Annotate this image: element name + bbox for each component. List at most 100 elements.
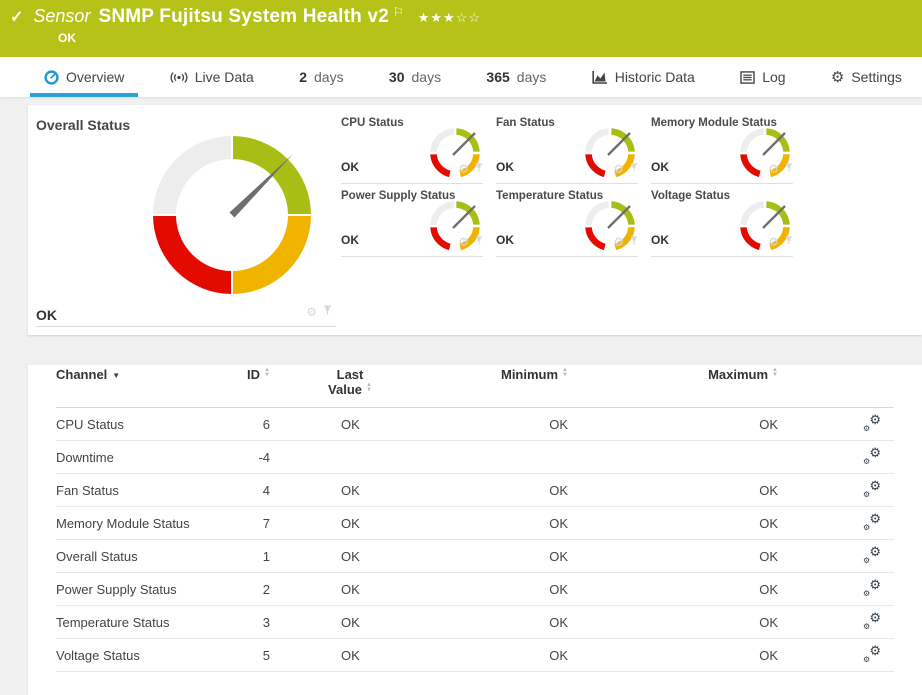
pin-icon[interactable] xyxy=(475,233,483,251)
maximum-value: OK xyxy=(640,506,850,540)
channel-settings-icon[interactable]: ⚙ ⚙ xyxy=(863,444,881,466)
channel-name: Voltage Status xyxy=(56,638,246,672)
table-row[interactable]: Temperature Status 3 OK OK OK ⚙ ⚙ xyxy=(56,605,894,639)
gauge-needle xyxy=(762,132,786,156)
panel-gear-icon[interactable]: ⚙ xyxy=(613,235,624,249)
tab-log[interactable]: Log xyxy=(734,57,791,97)
col-header-minimum[interactable]: Minimum ▲ ▼ xyxy=(430,365,640,408)
panel-corner-icons: ⚙ xyxy=(613,233,638,251)
tab-bar: Overview Live Data 2 days 30 days 365 da… xyxy=(0,57,922,97)
mini-gauge xyxy=(582,198,638,254)
channel-settings-icon[interactable]: ⚙ ⚙ xyxy=(863,642,881,664)
table-row[interactable]: Voltage Status 5 OK OK OK ⚙ ⚙ xyxy=(56,638,894,672)
minimum-value: OK xyxy=(430,605,640,639)
panel-title: Power Supply Status xyxy=(341,190,456,202)
gauge-needle xyxy=(607,205,631,229)
channel-name: Fan Status xyxy=(56,473,246,507)
overall-status-panel: Overall Status OK ⚙ xyxy=(28,105,338,335)
pin-icon[interactable] xyxy=(630,233,638,251)
panel-status-value: OK xyxy=(341,160,359,174)
minimum-value xyxy=(430,440,640,474)
panel-gear-icon[interactable]: ⚙ xyxy=(458,162,469,176)
channel-id: 5 xyxy=(246,638,270,672)
pin-icon[interactable] xyxy=(323,303,332,321)
panel-title: CPU Status xyxy=(341,117,404,129)
channel-settings-icon[interactable]: ⚙ ⚙ xyxy=(863,477,881,499)
tab-label: days xyxy=(411,69,442,85)
channel-settings-icon[interactable]: ⚙ ⚙ xyxy=(863,609,881,631)
status-check-icon: ✓ xyxy=(10,9,24,26)
tab-2-days[interactable]: 2 days xyxy=(293,57,349,97)
tab-overview[interactable]: Overview xyxy=(29,57,139,97)
maximum-value: OK xyxy=(640,473,850,507)
tab-365-days[interactable]: 365 days xyxy=(480,57,552,97)
col-header-id[interactable]: ID ▲ ▼ xyxy=(246,365,270,408)
mini-panel-voltage-status: Voltage Status OK ⚙ xyxy=(651,184,793,257)
maximum-value: OK xyxy=(640,539,850,573)
channel-settings-icon[interactable]: ⚙ ⚙ xyxy=(863,576,881,598)
channel-settings-icon[interactable]: ⚙ ⚙ xyxy=(863,543,881,565)
flag-icon[interactable]: ⚐ xyxy=(392,5,404,19)
panel-title: Overall Status xyxy=(36,117,131,133)
tab-30-days[interactable]: 30 days xyxy=(383,57,447,97)
minimum-value: OK xyxy=(430,539,640,573)
minimum-value: OK xyxy=(430,407,640,441)
panel-gear-icon[interactable]: ⚙ xyxy=(768,235,779,249)
mini-panel-memory-module-status: Memory Module Status OK ⚙ xyxy=(651,111,793,184)
col-header-last-value[interactable]: Last Value ▲ ▼ xyxy=(270,365,430,408)
broadcast-icon xyxy=(170,71,188,83)
tab-historic-data[interactable]: Historic Data xyxy=(586,57,701,97)
panel-gear-icon[interactable]: ⚙ xyxy=(306,305,317,319)
maximum-value: OK xyxy=(640,407,850,441)
panel-status-value: OK xyxy=(496,160,514,174)
log-list-icon xyxy=(740,70,755,84)
panel-gear-icon[interactable]: ⚙ xyxy=(768,162,779,176)
channel-id: 7 xyxy=(246,506,270,540)
tab-settings[interactable]: ⚙ Settings xyxy=(825,57,908,97)
pin-icon[interactable] xyxy=(630,160,638,178)
gear-icon: ⚙ xyxy=(830,69,845,86)
col-header-channel[interactable]: Channel ▼ xyxy=(56,365,246,408)
table-row[interactable]: Overall Status 1 OK OK OK ⚙ ⚙ xyxy=(56,539,894,573)
pin-icon[interactable] xyxy=(785,160,793,178)
tab-number: 365 xyxy=(486,69,510,85)
mini-panel-power-supply-status: Power Supply Status OK ⚙ xyxy=(341,184,483,257)
mini-panel-cpu-status: CPU Status OK ⚙ xyxy=(341,111,483,184)
table-row[interactable]: Fan Status 4 OK OK OK ⚙ ⚙ xyxy=(56,473,894,507)
panel-status-value: OK xyxy=(496,233,514,247)
sort-icon: ▲ ▼ xyxy=(772,367,778,378)
object-kind-label: Sensor xyxy=(33,6,91,26)
gauge-needle xyxy=(607,132,631,156)
sensor-title: SNMP Fujitsu System Health v2 xyxy=(98,6,389,27)
pin-icon[interactable] xyxy=(475,160,483,178)
tab-live-data[interactable]: Live Data xyxy=(164,57,260,97)
sort-icon: ▲ ▼ xyxy=(366,382,372,393)
panel-corner-icons: ⚙ xyxy=(768,233,793,251)
pin-icon[interactable] xyxy=(785,233,793,251)
panel-corner-icons: ⚙ xyxy=(613,160,638,178)
table-row[interactable]: Downtime -4 ⚙ ⚙ xyxy=(56,440,894,474)
panel-corner-icons: ⚙ xyxy=(768,160,793,178)
minimum-value: OK xyxy=(430,473,640,507)
table-row[interactable]: CPU Status 6 OK OK OK ⚙ ⚙ xyxy=(56,407,894,441)
priority-stars[interactable]: ★★★☆☆ xyxy=(418,10,481,26)
panel-corner-icons: ⚙ xyxy=(458,160,483,178)
channel-id: 6 xyxy=(246,407,270,441)
last-value: OK xyxy=(270,572,430,606)
col-header-maximum[interactable]: Maximum ▲ ▼ xyxy=(640,365,850,408)
channel-name: Downtime xyxy=(56,440,246,474)
stars-filled: ★★★ xyxy=(417,10,456,25)
table-row[interactable]: Memory Module Status 7 OK OK OK ⚙ ⚙ xyxy=(56,506,894,540)
panel-gear-icon[interactable]: ⚙ xyxy=(458,235,469,249)
table-row[interactable]: Power Supply Status 2 OK OK OK ⚙ ⚙ xyxy=(56,572,894,606)
minimum-value: OK xyxy=(430,572,640,606)
mini-gauge-grid: CPU Status OK ⚙ Fan Status xyxy=(341,111,793,257)
maximum-value: OK xyxy=(640,572,850,606)
panel-gear-icon[interactable]: ⚙ xyxy=(613,162,624,176)
panel-divider xyxy=(36,326,336,327)
channel-settings-icon[interactable]: ⚙ ⚙ xyxy=(863,411,881,433)
last-value: OK xyxy=(270,605,430,639)
channel-settings-icon[interactable]: ⚙ ⚙ xyxy=(863,510,881,532)
maximum-value xyxy=(640,440,850,474)
channel-id: 4 xyxy=(246,473,270,507)
